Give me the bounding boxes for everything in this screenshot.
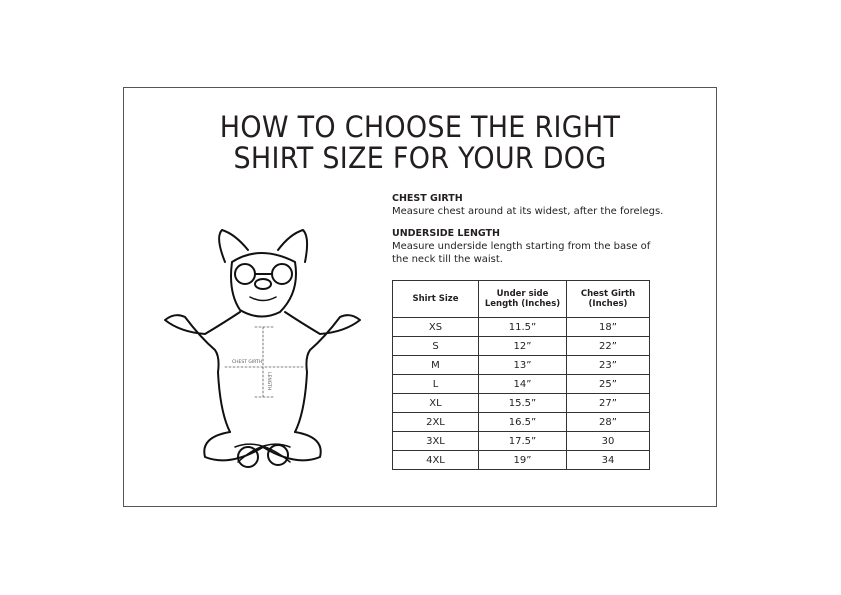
page-border xyxy=(123,87,717,507)
header-length: Under side Length (Inches) xyxy=(478,280,567,318)
underside-length-heading: UNDERSIDE LENGTH xyxy=(392,228,500,239)
size-cell: 2XL xyxy=(392,412,479,432)
chest-cell: 25” xyxy=(566,374,650,394)
table-row: 4XL 19” 34 xyxy=(392,450,650,470)
size-cell: M xyxy=(392,355,479,375)
table-row: M 13” 23” xyxy=(392,355,650,375)
chest-girth-text: Measure chest around at its widest, afte… xyxy=(392,206,664,217)
table-row: 3XL 17.5” 30 xyxy=(392,431,650,451)
length-cell: 13” xyxy=(478,355,567,375)
length-cell: 15.5” xyxy=(478,393,567,413)
length-cell: 12” xyxy=(478,336,567,356)
chest-cell: 18” xyxy=(566,317,650,337)
underside-length-text-2: the neck till the waist. xyxy=(392,254,503,265)
length-cell: 16.5” xyxy=(478,412,567,432)
table-row: L 14” 25” xyxy=(392,374,650,394)
length-cell: 17.5” xyxy=(478,431,567,451)
chest-girth-heading: CHEST GIRTH xyxy=(392,193,463,204)
length-cell: 19” xyxy=(478,450,567,470)
chest-cell: 22” xyxy=(566,336,650,356)
title-line-1: HOW TO CHOOSE THE RIGHT xyxy=(219,110,621,144)
chest-cell: 30 xyxy=(566,431,650,451)
chest-girth-label: CHEST GIRTH xyxy=(232,359,262,365)
chest-cell: 23” xyxy=(566,355,650,375)
table-row: XL 15.5” 27” xyxy=(392,393,650,413)
size-cell: XL xyxy=(392,393,479,413)
chest-cell: 27” xyxy=(566,393,650,413)
chest-cell: 34 xyxy=(566,450,650,470)
size-chart-table: Shirt Size Under side Length (Inches) Che… xyxy=(392,280,650,470)
table-row: S 12” 22” xyxy=(392,336,650,356)
length-label: LENGTH xyxy=(266,372,272,390)
page-title: HOW TO CHOOSE THE RIGHT SHIRT SIZE FOR Y… xyxy=(144,112,696,174)
table-row: 2XL 16.5” 28” xyxy=(392,412,650,432)
size-cell: XS xyxy=(392,317,479,337)
size-cell: 3XL xyxy=(392,431,479,451)
size-cell: S xyxy=(392,336,479,356)
size-cell: 4XL xyxy=(392,450,479,470)
header-chest-girth: Chest Girth (Inches) xyxy=(566,280,650,318)
table-header-row: Shirt Size Under side Length (Inches) Che… xyxy=(392,280,650,318)
dog-illustration: CHEST GIRTH LENGTH xyxy=(164,229,361,468)
length-cell: 11.5” xyxy=(478,317,567,337)
size-cell: L xyxy=(392,374,479,394)
header-shirt-size: Shirt Size xyxy=(392,280,479,318)
chest-cell: 28” xyxy=(566,412,650,432)
title-line-2: SHIRT SIZE FOR YOUR DOG xyxy=(233,141,607,175)
underside-length-text-1: Measure underside length starting from t… xyxy=(392,241,651,252)
length-cell: 14” xyxy=(478,374,567,394)
measurement-instructions: CHEST GIRTH Measure chest around at its … xyxy=(392,192,663,266)
table-row: XS 11.5” 18” xyxy=(392,317,650,337)
